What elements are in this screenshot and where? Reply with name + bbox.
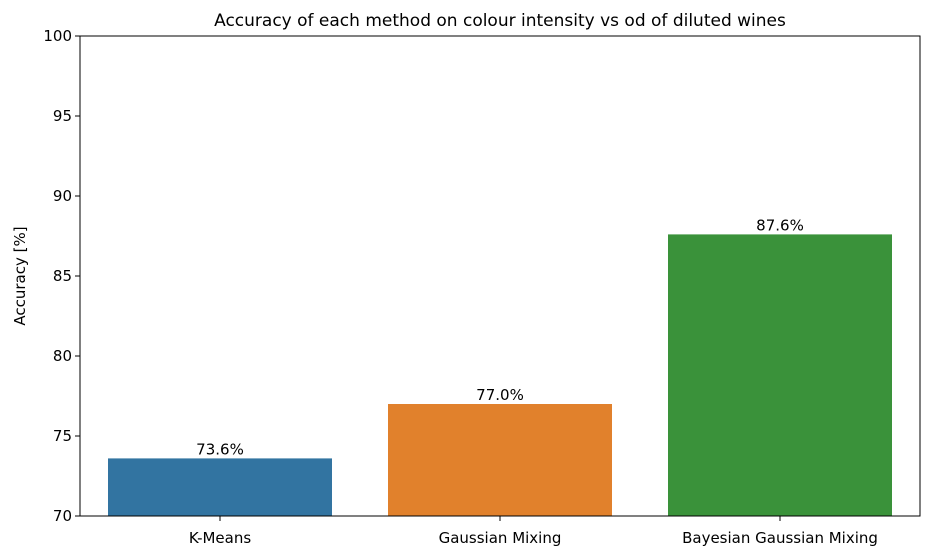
x-tick-label: Bayesian Gaussian Mixing [682, 529, 878, 547]
chart-title: Accuracy of each method on colour intens… [214, 11, 786, 31]
y-tick-label: 80 [53, 347, 72, 365]
y-tick-label: 75 [53, 427, 72, 445]
bar-value-label: 87.6% [756, 216, 804, 234]
x-axis-ticks: K-Means Gaussian Mixing Bayesian Gaussian … [189, 516, 878, 547]
bars-group: 73.6% 77.0% 87.6% [108, 216, 892, 516]
y-tick-label: 85 [53, 267, 72, 285]
bar [668, 234, 892, 516]
y-tick-label: 70 [53, 507, 72, 525]
plot-frame [79, 35, 921, 517]
y-axis-ticks: 70 75 80 85 90 95 100 [43, 27, 80, 525]
y-tick-label: 95 [53, 107, 72, 125]
y-tick-label: 90 [53, 187, 72, 205]
y-tick-label: 100 [43, 27, 72, 45]
x-tick-label: K-Means [189, 529, 252, 547]
bar [388, 404, 612, 516]
bar [108, 458, 332, 516]
y-axis-label: Accuracy [%] [11, 226, 29, 325]
bar-value-label: 73.6% [196, 440, 244, 458]
bar-value-label: 77.0% [476, 386, 524, 404]
x-tick-label: Gaussian Mixing [439, 529, 562, 547]
